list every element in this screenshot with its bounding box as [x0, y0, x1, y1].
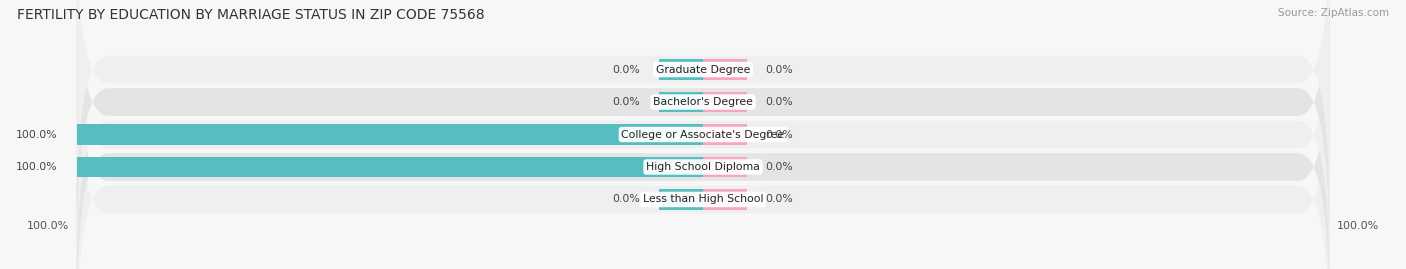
Bar [659, 189, 703, 210]
FancyBboxPatch shape [77, 0, 1329, 218]
Bar [659, 59, 703, 80]
FancyBboxPatch shape [77, 18, 1329, 269]
Bar [703, 157, 747, 177]
Text: Less than High School: Less than High School [643, 194, 763, 204]
Text: 100.0%: 100.0% [17, 129, 58, 140]
Bar [703, 59, 747, 80]
Text: Source: ZipAtlas.com: Source: ZipAtlas.com [1278, 8, 1389, 18]
Text: 0.0%: 0.0% [766, 129, 793, 140]
Bar [77, 125, 703, 144]
Bar [659, 92, 703, 112]
Bar [77, 157, 703, 177]
Text: High School Diploma: High School Diploma [647, 162, 759, 172]
Text: 0.0%: 0.0% [766, 65, 793, 75]
Text: 0.0%: 0.0% [613, 65, 640, 75]
Text: Graduate Degree: Graduate Degree [655, 65, 751, 75]
Text: 100.0%: 100.0% [17, 162, 58, 172]
FancyBboxPatch shape [77, 51, 1329, 269]
Text: 100.0%: 100.0% [1337, 221, 1379, 231]
FancyBboxPatch shape [77, 0, 1329, 269]
Text: FERTILITY BY EDUCATION BY MARRIAGE STATUS IN ZIP CODE 75568: FERTILITY BY EDUCATION BY MARRIAGE STATU… [17, 8, 485, 22]
Text: Bachelor's Degree: Bachelor's Degree [652, 97, 754, 107]
Text: 0.0%: 0.0% [766, 162, 793, 172]
Text: 100.0%: 100.0% [27, 221, 69, 231]
Text: 0.0%: 0.0% [766, 194, 793, 204]
Bar [703, 125, 747, 144]
Text: College or Associate's Degree: College or Associate's Degree [621, 129, 785, 140]
FancyBboxPatch shape [77, 0, 1329, 251]
Bar [703, 92, 747, 112]
Bar [703, 189, 747, 210]
Text: 0.0%: 0.0% [613, 194, 640, 204]
Text: 0.0%: 0.0% [613, 97, 640, 107]
Text: 0.0%: 0.0% [766, 97, 793, 107]
